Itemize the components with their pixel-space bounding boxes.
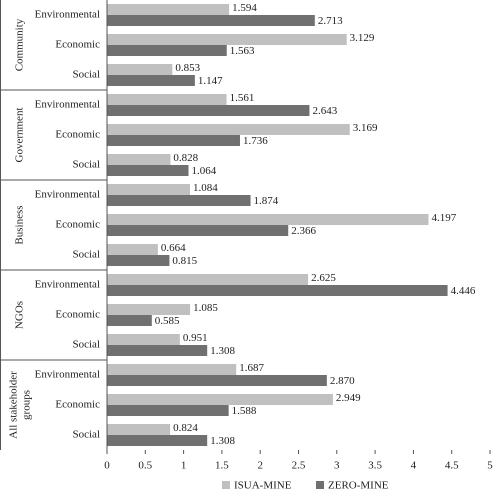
bar [107,244,158,255]
value-label: 1.308 [210,435,235,447]
legend-swatch [222,481,230,489]
category-label: Environmental [35,189,100,201]
group-label: NGOs [14,301,26,329]
category-label: Economic [55,309,100,321]
x-tick-label: 0.5 [138,460,152,472]
group-label: Business [14,205,26,244]
bar [107,75,195,86]
value-label: 1.594 [232,2,257,14]
value-label: 1.308 [210,345,235,357]
legend-label: ISUA-MINE [234,480,292,492]
x-tick-label: 4.5 [445,460,459,472]
group-label: Government [14,108,26,163]
bar [107,94,227,105]
bar [107,165,189,176]
legend-label: ZERO-MINE [328,480,389,492]
legend-swatch [316,481,324,489]
value-label: 3.169 [353,122,378,134]
value-label: 3.129 [350,32,375,44]
value-label: 1.064 [192,165,217,177]
category-label: Social [73,69,101,81]
value-label: 1.588 [232,405,257,417]
x-tick-label: 0 [104,460,110,472]
value-label: 2.366 [291,225,316,237]
value-label: 2.713 [318,15,343,27]
value-label: 4.446 [451,285,476,297]
bar [107,394,333,405]
value-label: 1.147 [198,75,223,87]
bar [107,225,289,236]
bar [107,285,448,296]
category-label: Social [73,159,101,171]
bar [107,345,208,356]
category-label: Economic [55,219,100,231]
group-label: Community [14,18,26,71]
x-tick-label: 2.5 [292,460,306,472]
bar [107,154,171,165]
value-label: 2.643 [312,105,337,117]
bar [107,435,208,446]
bar [107,424,171,435]
category-label: Economic [55,129,100,141]
value-label: 0.585 [155,315,180,327]
value-label: 2.870 [330,375,355,387]
value-label: 0.828 [173,152,198,164]
category-label: Environmental [35,99,100,111]
bar [107,214,429,225]
x-tick-label: 1 [181,460,187,472]
value-label: 2.625 [311,272,336,284]
category-label: Social [73,249,101,261]
value-label: 0.824 [173,422,198,434]
value-label: 1.561 [230,92,255,104]
bar [107,375,327,386]
bar [107,315,152,326]
bar [107,4,230,15]
bar [107,304,191,315]
category-label: Social [73,339,101,351]
bar [107,184,191,195]
value-label: 1.687 [239,362,264,374]
bar [107,334,180,345]
value-label: 1.084 [193,182,218,194]
value-label: 0.853 [175,62,200,74]
value-label: 1.736 [243,135,268,147]
bar [107,64,173,75]
x-tick-label: 2 [257,460,263,472]
value-label: 2.949 [336,392,361,404]
bar [107,105,310,116]
bar [107,135,240,146]
bar [107,405,229,416]
value-label: 0.664 [161,242,186,254]
bar [107,45,227,56]
x-tick-label: 4 [411,460,417,472]
category-label: Social [73,429,101,441]
bar [107,124,350,135]
value-label: 1.563 [230,45,255,57]
value-label: 0.815 [172,255,197,267]
x-tick-label: 3.5 [368,460,382,472]
bar [107,34,347,45]
value-label: 1.085 [193,302,218,314]
group-label: All stakeholdergroups [7,371,32,439]
bar [107,195,251,206]
bar [107,274,309,285]
bar [107,255,170,266]
category-label: Economic [55,399,100,411]
x-tick-label: 5 [487,460,493,472]
value-label: 0.951 [183,332,208,344]
category-label: Environmental [35,369,100,381]
x-tick-label: 3 [334,460,340,472]
category-label: Economic [55,39,100,51]
x-tick-label: 1.5 [215,460,229,472]
value-label: 1.874 [254,195,279,207]
category-label: Environmental [35,279,100,291]
bar [107,15,315,26]
value-label: 4.197 [431,212,456,224]
category-label: Environmental [35,9,100,21]
bar [107,364,237,375]
